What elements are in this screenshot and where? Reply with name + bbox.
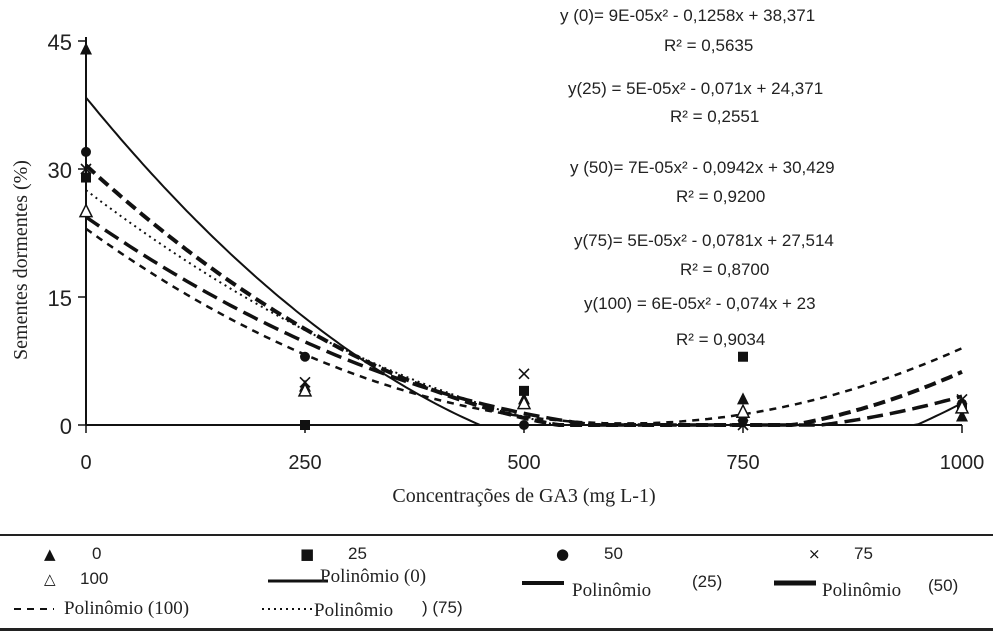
r2-50: R² = 0,9200 [676, 187, 766, 206]
legend-filled-triangle-icon: ▲ [44, 545, 56, 563]
trendlines [84, 96, 963, 427]
legend-line-label-50-suffix: (50) [928, 576, 959, 595]
legend-line-25 [522, 581, 564, 585]
r2-0: R² = 0,5635 [664, 36, 754, 55]
point-0-1000 [956, 409, 968, 422]
chart: 0 15 30 45 0 250 500 750 1000 Concentrações de G… [10, 30, 985, 507]
equation-25: y(25) = 5E-05x² - 0,071x + 24,371 [568, 79, 824, 98]
point-100-1000 [954, 399, 970, 414]
legend-line-label-75-suffix: ) (75) [422, 598, 463, 617]
data-points [78, 42, 970, 431]
legend-label-100: 100 [80, 569, 109, 588]
x-tick-label: 750 [726, 452, 759, 474]
point-100-500 [516, 394, 532, 410]
point-75-500 [518, 368, 530, 380]
point-100-750 [735, 403, 751, 418]
point-50-250 [300, 351, 310, 362]
trendline-0 [85, 96, 963, 426]
trendline-100 [85, 227, 963, 425]
x-tick-label: 500 [507, 452, 540, 474]
point-75-750 [737, 419, 749, 431]
legend-label-50: 50 [604, 544, 623, 563]
legend-line-label-25-suffix: (25) [692, 572, 723, 591]
equation-100: y(100) = 6E-05x² - 0,074x + 23 [584, 294, 816, 313]
legend-line-label-75: Polinômio [314, 600, 394, 621]
legend-label-0: 0 [92, 544, 102, 563]
r2-25: R² = 0,2551 [670, 107, 760, 126]
point-100-250 [297, 382, 313, 397]
point-25-500 [519, 385, 529, 396]
point-50-0 [81, 146, 91, 157]
legend-line-label-100: Polinômio (100) [64, 598, 190, 619]
point-25-250 [300, 420, 310, 430]
r2-75: R² = 0,8700 [680, 260, 770, 279]
point-0-750 [737, 392, 749, 405]
trendline-25 [84, 215, 963, 427]
point-75-0 [80, 163, 92, 175]
legend-label-25: 25 [348, 544, 367, 563]
legend-x-icon: × [808, 545, 821, 563]
equation-50: y (50)= 7E-05x² - 0,0942x + 30,429 [570, 158, 835, 177]
equation-75: y(75)= 5E-05x² - 0,0781x + 27,514 [574, 231, 834, 250]
legend-line-label-50: Polinômio [822, 580, 902, 601]
x-axis-label: Concentrações de GA3 (mg L-1) [392, 485, 655, 507]
x-tick-label: 1000 [940, 452, 985, 474]
x-tick-label: 0 [80, 452, 91, 474]
point-25-750 [738, 351, 748, 362]
r2-100: R² = 0,9034 [676, 330, 766, 349]
point-50-500 [519, 420, 529, 430]
point-100-0 [78, 202, 94, 218]
point-25-0 [81, 172, 91, 183]
legend-filled-circle-icon: ● [556, 545, 570, 563]
x-tick-label: 250 [288, 452, 321, 474]
trendline-50 [84, 163, 963, 427]
y-tick-label: 45 [48, 30, 72, 55]
equation-0: y (0)= 9E-05x² - 0,1258x + 38,371 [560, 6, 816, 25]
legend-label-75: 75 [854, 544, 873, 563]
y-tick-label: 15 [48, 286, 72, 311]
y-tick-label: 30 [48, 158, 72, 183]
legend-line-100 [14, 608, 54, 610]
y-axis-label: Sementes dormentes (%) [10, 160, 32, 360]
legend: ▲ 0 ■ 25 ● 50 × 75 △ 100 Polinômio (0) P… [0, 534, 993, 631]
legend-line-label-0: Polinômio (0) [320, 566, 427, 587]
legend-line-0 [268, 579, 328, 583]
legend-line-50 [774, 580, 816, 586]
point-0-0 [80, 42, 92, 55]
legend-line-75 [262, 608, 312, 610]
legend-filled-square-icon: ■ [300, 545, 315, 563]
y-tick-label: 0 [60, 414, 72, 439]
tick-labels: 0 15 30 45 0 250 500 750 1000 [48, 30, 985, 474]
legend-open-triangle-icon: △ [44, 570, 56, 588]
legend-line-label-25: Polinômio [572, 580, 652, 601]
